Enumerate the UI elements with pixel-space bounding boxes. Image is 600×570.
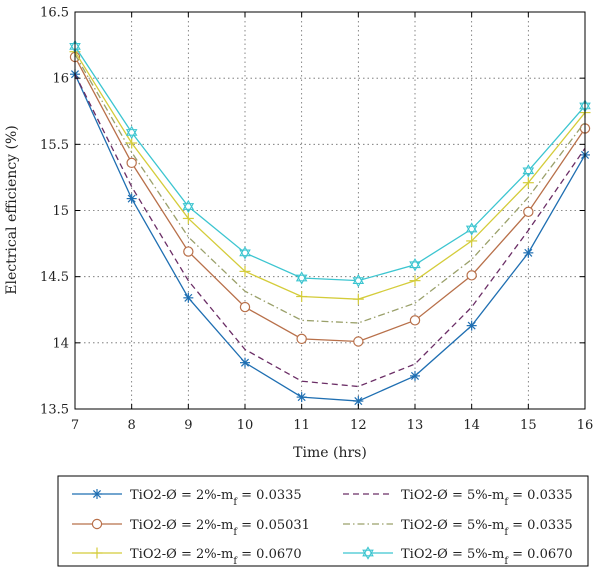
- legend: TiO2-Ø = 2%-mf = 0.0335 TiO2-Ø = 5%-mf = …: [57, 475, 589, 567]
- legend-label: TiO2-Ø = 2%-mf = 0.05031: [130, 518, 310, 538]
- series-3: [69, 51, 591, 347]
- data-point: [182, 212, 194, 224]
- x-tick-label: 11: [293, 418, 310, 433]
- data-point: [296, 333, 307, 345]
- legend-item-5: TiO2-Ø = 2%-mf = 0.0670: [72, 547, 302, 567]
- legend-label: TiO2-Ø = 5%-mf = 0.0335: [401, 518, 573, 538]
- data-point: [466, 270, 477, 281]
- legend-item-3: TiO2-Ø = 2%-mf = 0.05031: [72, 518, 310, 538]
- legend-marker: [91, 518, 103, 530]
- series-line-5: [74, 51, 586, 300]
- data-point: [296, 291, 308, 303]
- x-tick-label: 7: [71, 418, 79, 433]
- x-tick-label: 8: [128, 418, 136, 433]
- series-4: [74, 54, 586, 324]
- data-point: [523, 206, 534, 218]
- data-point: [240, 357, 250, 368]
- legend-item-4: TiO2-Ø = 5%-mf = 0.0335: [343, 518, 573, 538]
- data-point: [523, 247, 534, 258]
- legend-label: TiO2-Ø = 5%-mf = 0.0670: [401, 547, 573, 567]
- data-point: [296, 392, 307, 403]
- data-point: [295, 271, 308, 285]
- axis-ticks: 7 8 9 10 11 12 13 14 15 16 13.5 14 14.5 15 15.5 16 16.5: [40, 6, 593, 434]
- legend-label: TiO2-Ø = 2%-mf = 0.0670: [130, 547, 302, 567]
- legend-marker: [91, 547, 103, 559]
- data-point: [409, 258, 421, 272]
- y-tick-label: 13.5: [40, 403, 69, 418]
- x-tick-label: 12: [350, 418, 367, 433]
- legend-marker: [92, 489, 102, 499]
- y-tick-label: 16: [52, 72, 69, 87]
- data-point: [352, 273, 365, 288]
- legend-box: [57, 475, 589, 567]
- data-point: [126, 137, 138, 149]
- y-tick-label: 15: [52, 204, 69, 219]
- legend-item-6: TiO2-Ø = 5%-mf = 0.0670: [343, 546, 573, 567]
- x-tick-label: 9: [184, 418, 192, 433]
- x-tick-label: 15: [520, 418, 537, 433]
- data-point: [466, 235, 478, 247]
- series-1: [70, 69, 590, 407]
- data-point: [466, 320, 477, 331]
- data-point: [522, 177, 534, 189]
- data-point: [183, 246, 194, 257]
- data-point: [126, 193, 137, 204]
- x-tick-label: 14: [463, 418, 480, 433]
- series-line-6: [74, 46, 586, 282]
- y-tick-label: 15.5: [40, 138, 69, 153]
- series-line-1: [74, 73, 586, 402]
- x-axis-title: Time (hrs): [293, 445, 367, 461]
- data-point: [353, 336, 364, 347]
- data-point: [352, 293, 364, 305]
- data-point: [239, 301, 251, 313]
- data-point: [239, 265, 251, 277]
- legend-label: TiO2-Ø = 2%-mf = 0.0335: [130, 488, 302, 508]
- legend-marker: [362, 546, 374, 560]
- data-point: [183, 292, 194, 303]
- y-tick-label: 16.5: [40, 6, 69, 21]
- x-tick-label: 16: [577, 418, 594, 433]
- series-line-2: [74, 73, 586, 388]
- y-axis-title: Electrical efficiency (%): [4, 125, 20, 295]
- y-tick-label: 14: [52, 336, 69, 351]
- x-tick-label: 10: [237, 418, 254, 433]
- legend-item-1: TiO2-Ø = 2%-mf = 0.0335: [72, 488, 302, 508]
- plot-area: [75, 12, 585, 409]
- data-point: [126, 157, 137, 169]
- data-point: [522, 164, 535, 178]
- data-point: [409, 275, 421, 287]
- data-point: [125, 125, 138, 140]
- legend-item-2: TiO2-Ø = 5%-mf = 0.0335: [343, 488, 573, 508]
- data-point: [182, 199, 195, 214]
- series-line-3: [74, 56, 586, 343]
- legend-label: TiO2-Ø = 5%-mf = 0.0335: [401, 488, 573, 508]
- series-layer: [69, 39, 591, 407]
- y-tick-label: 14.5: [40, 270, 69, 285]
- data-point: [409, 315, 421, 326]
- data-point: [239, 246, 251, 260]
- x-tick-label: 13: [407, 418, 424, 433]
- data-point: [465, 222, 478, 236]
- data-point: [410, 370, 420, 381]
- series-line-4: [74, 54, 586, 324]
- series-2: [74, 73, 586, 388]
